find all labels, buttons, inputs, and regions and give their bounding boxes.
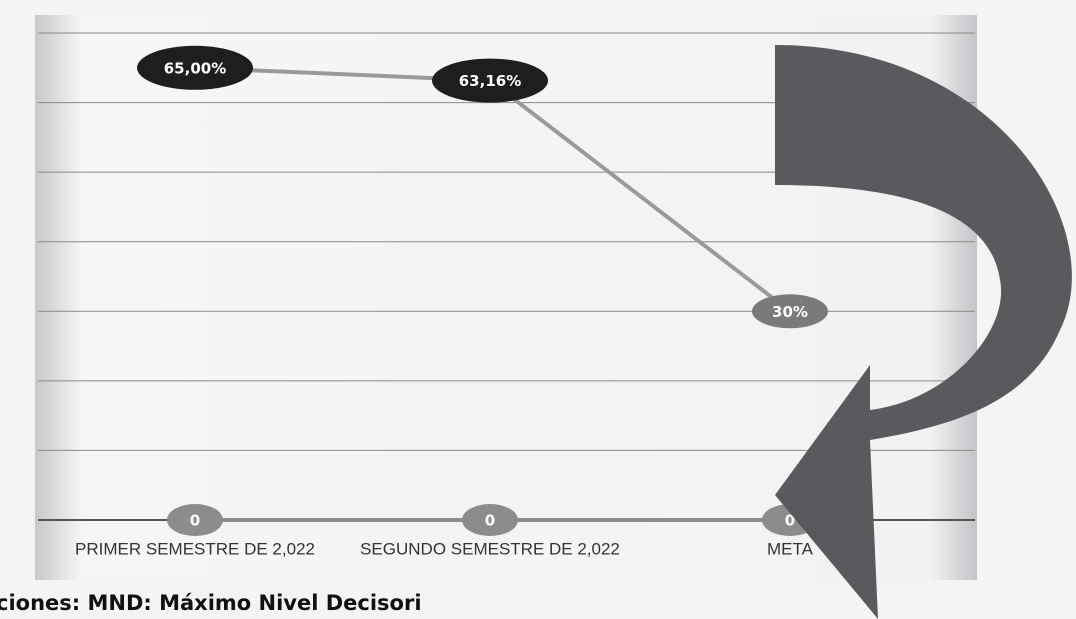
footer-text: ciones: MND: Máximo Nivel Decisori [0,591,422,615]
data-label: 30% [772,303,808,321]
plot-area: PRIMER SEMESTRE DE 2,022 SEGUNDO SEMESTRE… [38,32,975,558]
x-tick-label: META [767,539,814,558]
data-label: 65,00% [164,59,226,77]
data-point [752,294,828,329]
data-label: 0 [190,512,200,530]
data-point [462,504,518,536]
data-point [137,45,253,90]
x-tick-label: PRIMER SEMESTRE DE 2,022 [75,539,315,558]
data-label: 0 [785,512,795,530]
curved-arrow [775,45,1072,619]
data-point [167,504,223,536]
data-point [432,58,548,103]
data-label: 0 [485,512,495,530]
data-label: 63,16% [459,72,521,90]
x-tick-label: SEGUNDO SEMESTRE DE 2,022 [360,539,620,558]
